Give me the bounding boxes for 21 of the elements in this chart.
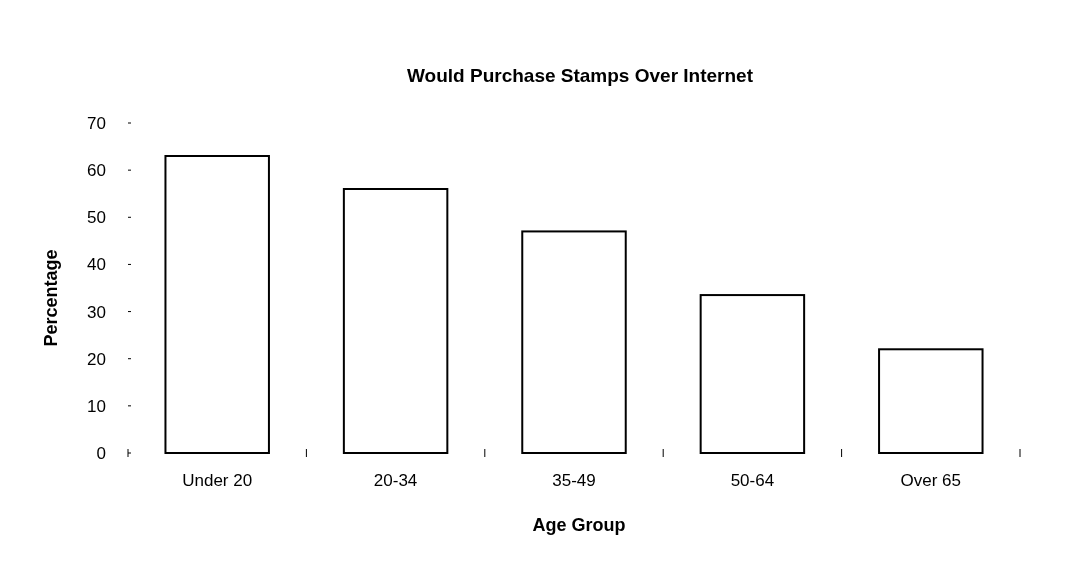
y-tick-label: 40 bbox=[87, 255, 106, 275]
bar bbox=[878, 348, 984, 454]
y-tick-label: 30 bbox=[87, 302, 106, 322]
y-tick-label: 10 bbox=[87, 396, 106, 416]
chart-title: Would Purchase Stamps Over Internet bbox=[407, 65, 754, 86]
x-tick-label: Under 20 bbox=[182, 471, 253, 490]
x-tick-label: Over 65 bbox=[900, 471, 962, 490]
x-tick-label: 35-49 bbox=[552, 471, 596, 490]
y-axis-title: Percentage bbox=[41, 249, 61, 347]
bar bbox=[164, 155, 270, 454]
y-tick-label: 60 bbox=[87, 161, 106, 181]
x-tick-label: 20-34 bbox=[373, 471, 418, 490]
x-tick-label: 50-64 bbox=[730, 471, 775, 490]
bar bbox=[342, 188, 449, 454]
y-tick-label: 0 bbox=[96, 443, 106, 463]
y-tick-label: 20 bbox=[87, 349, 106, 369]
y-tick-label: 70 bbox=[87, 113, 106, 133]
bar bbox=[521, 230, 627, 454]
y-tick-label: 50 bbox=[87, 208, 106, 228]
bar bbox=[699, 294, 806, 454]
x-axis-title: Age Group bbox=[532, 515, 626, 535]
